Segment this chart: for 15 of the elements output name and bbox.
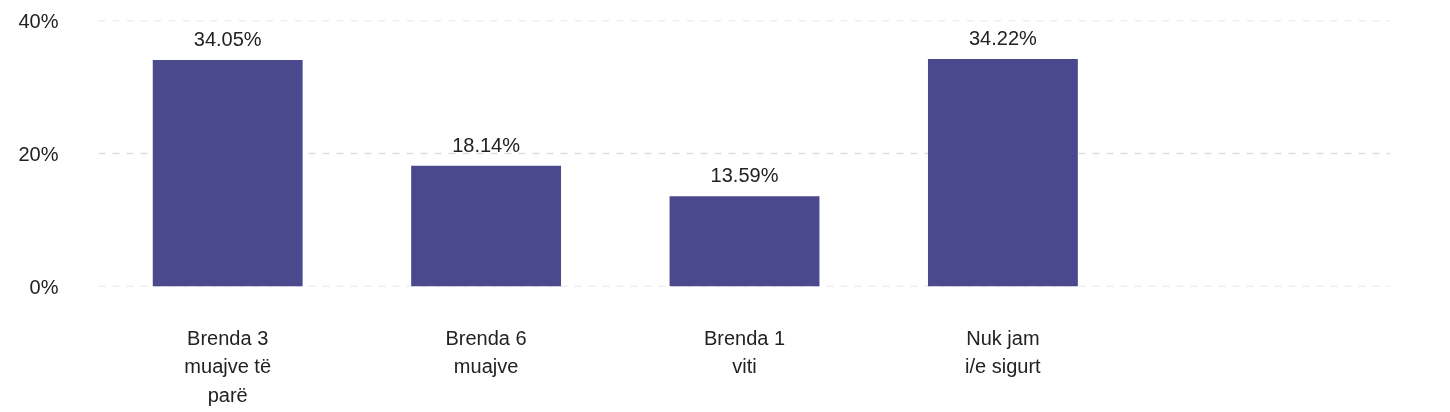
x-tick-label: Brenda 3 muajve të parë	[184, 326, 272, 406]
data-label: 34.22%	[968, 26, 1038, 49]
bar	[411, 165, 562, 287]
x-tick-label: Brenda 6 muajve	[445, 326, 527, 378]
bar	[152, 60, 303, 287]
x-tick-label: Nuk jam i/e sigurt	[965, 326, 1042, 378]
x-tick-label: Brenda 1 viti	[703, 326, 786, 378]
data-label: 18.14%	[452, 133, 521, 156]
bar	[927, 58, 1078, 287]
data-label: 13.59%	[710, 164, 779, 187]
y-tick-label: 0%	[29, 275, 59, 298]
y-tick-label: 40%	[18, 9, 59, 32]
bar	[669, 196, 820, 287]
data-label: 34.05%	[193, 28, 262, 51]
y-tick-label: 20%	[18, 142, 59, 165]
